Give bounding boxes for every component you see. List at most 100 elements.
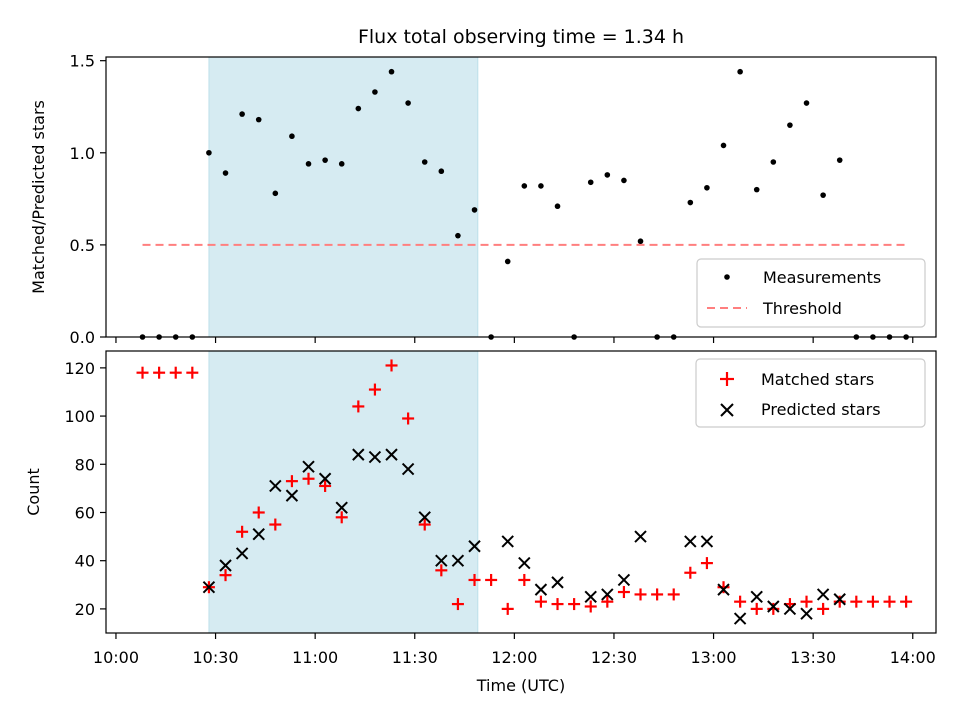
measurement-point	[720, 142, 727, 149]
bottom-axes-frame	[105, 350, 937, 634]
legend-measurements-label: Measurements	[763, 268, 881, 287]
measurement-point	[770, 159, 777, 165]
bottom-y-tick-label: 100	[64, 407, 95, 426]
matched-star-point	[485, 573, 498, 586]
measurement-point	[471, 207, 478, 213]
measurement-point	[787, 122, 793, 128]
predicted-star-point	[269, 479, 282, 493]
measurement-point	[289, 133, 295, 140]
measurement-point	[737, 68, 743, 75]
x-axis-label: Time (UTC)	[476, 676, 565, 695]
matched-star-point	[269, 518, 282, 531]
measurement-point	[239, 111, 245, 117]
observing-span-bottom	[208, 350, 479, 634]
matched-star-point	[734, 595, 747, 608]
matched-star-point	[551, 598, 564, 611]
measurement-point	[438, 168, 445, 175]
matched-star-point	[335, 511, 348, 524]
chart-title: Flux total observing time = 1.34 h	[358, 26, 684, 48]
matched-star-point	[684, 566, 697, 579]
measurement-point	[604, 172, 611, 178]
x-tick-label: 11:00	[292, 648, 338, 667]
measurement-point	[704, 184, 710, 191]
predicted-star-point	[767, 600, 780, 613]
top-y-axis-label: Matched/Predicted stars	[29, 100, 48, 294]
x-tick-label: 12:30	[591, 648, 637, 667]
bottom-legend: Matched stars Predicted stars	[695, 358, 926, 428]
matched-stars-points	[136, 359, 913, 615]
measurement-points	[139, 68, 909, 340]
x-tick-label: 14:00	[890, 648, 936, 667]
matched-star-point	[418, 518, 431, 531]
x-tick-label: 13:30	[790, 648, 836, 667]
measurement-point	[820, 192, 826, 198]
predicted-star-point	[717, 583, 730, 596]
predicted-star-point	[518, 556, 531, 570]
matched-star-point	[667, 588, 680, 601]
predicted-star-point	[252, 527, 265, 541]
matched-star-point	[285, 475, 298, 488]
top-axes-frame	[105, 56, 937, 338]
matched-star-point	[651, 588, 664, 601]
measurement-point	[388, 68, 395, 75]
predicted-star-point	[368, 450, 382, 464]
matched-star-point	[468, 573, 481, 586]
matched-star-point	[850, 595, 863, 608]
measurement-point	[372, 89, 378, 95]
matched-star-point	[534, 595, 547, 608]
measurement-point	[272, 190, 279, 197]
bottom-y-tick-label: 60	[75, 503, 95, 522]
matched-star-point	[368, 383, 381, 396]
bottom-x-ticks: 10:00 10:30 11:00 11:30 12:00 12:30 13:00 13:30…	[93, 633, 936, 667]
matched-star-point	[900, 595, 913, 608]
matched-star-point	[402, 412, 415, 425]
legend-predicted-label: Predicted stars	[761, 400, 881, 419]
top-legend: Measurements Threshold	[696, 258, 926, 328]
matched-star-point	[817, 602, 830, 615]
bottom-y-tick-label: 40	[75, 552, 95, 571]
measurement-point	[753, 186, 760, 193]
predicted-star-point	[202, 580, 216, 594]
legend-matched-label: Matched stars	[761, 370, 874, 389]
predicted-star-point	[318, 472, 332, 485]
measurement-point	[338, 161, 345, 167]
predicted-star-point	[750, 590, 763, 604]
matched-star-point	[800, 595, 813, 608]
top-y-tick-label: 1.5	[70, 52, 95, 71]
predicted-star-point	[501, 535, 514, 548]
measurement-point	[554, 203, 561, 210]
bottom-y-ticks: 20 40 60 80 100 120	[64, 359, 106, 619]
legend-measurements-marker	[724, 274, 730, 280]
matched-star-point	[617, 586, 630, 599]
x-tick-label: 13:00	[691, 648, 737, 667]
measurement-point	[803, 100, 810, 106]
predicted-star-point	[401, 462, 415, 476]
matched-star-point	[634, 588, 647, 601]
predicted-star-point	[833, 593, 846, 606]
matched-star-point	[717, 581, 730, 594]
top-panel: 0.0 0.5 1.0 1.5 Matched/Predicted stars Mea…	[29, 52, 937, 347]
matched-star-point	[219, 569, 232, 582]
x-tick-label: 12:00	[491, 648, 537, 667]
top-y-tick-label: 0.5	[70, 236, 95, 255]
predicted-star-point	[783, 602, 797, 616]
legend-threshold-label: Threshold	[762, 299, 842, 318]
matched-star-point	[750, 602, 763, 615]
predicted-star-point	[451, 554, 465, 567]
x-tick-label: 10:30	[193, 648, 239, 667]
predicted-star-point	[551, 576, 564, 589]
predicted-star-point	[684, 535, 697, 548]
bottom-y-axis-label: Count	[24, 468, 43, 516]
measurement-point	[836, 157, 843, 163]
x-tick-label: 11:30	[392, 648, 438, 667]
measurement-point	[421, 159, 428, 165]
predicted-star-point	[816, 588, 830, 601]
matched-star-point	[601, 595, 614, 608]
matched-star-point	[352, 400, 365, 413]
predicted-star-point	[634, 530, 647, 543]
matched-star-point	[236, 525, 249, 538]
measurement-point	[405, 100, 411, 106]
measurement-point	[255, 116, 262, 123]
predicted-star-point	[584, 590, 597, 604]
predicted-star-point	[302, 460, 315, 473]
